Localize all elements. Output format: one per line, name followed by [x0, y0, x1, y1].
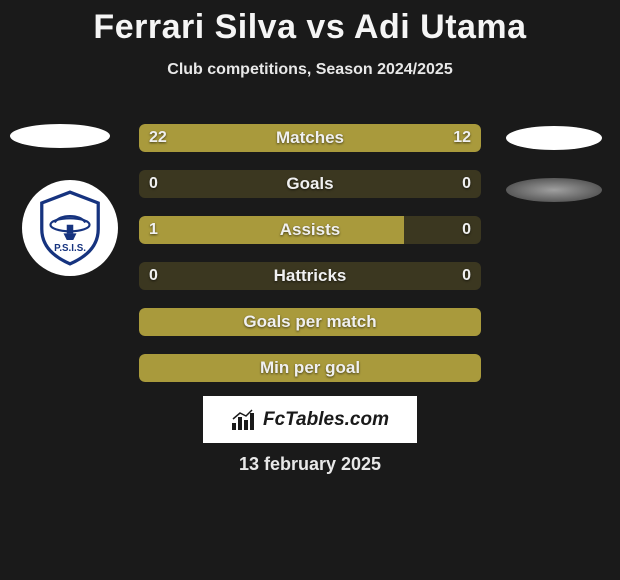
- fctables-logo-icon: [231, 409, 257, 431]
- stat-label: Goals per match: [139, 308, 481, 336]
- stat-label: Min per goal: [139, 354, 481, 382]
- fctables-watermark: FcTables.com: [203, 396, 417, 443]
- club-avatar-right-placeholder: [506, 178, 602, 202]
- stat-label: Goals: [139, 170, 481, 198]
- stats-container: 2212Matches 00Goals 10Assists 00Hattricks Go…: [139, 124, 481, 400]
- stat-row-hattricks: 00Hattricks: [139, 262, 481, 290]
- stat-row-goals: 00Goals: [139, 170, 481, 198]
- stat-row-assists: 10Assists: [139, 216, 481, 244]
- stat-label: Assists: [139, 216, 481, 244]
- player-avatar-right-placeholder: [506, 126, 602, 150]
- date-text: 13 february 2025: [0, 454, 620, 475]
- subtitle: Club competitions, Season 2024/2025: [0, 61, 620, 79]
- player-avatar-left-placeholder: [10, 124, 110, 148]
- stat-row-goals-per-match: Goals per match: [139, 308, 481, 336]
- svg-text:P.S.I.S.: P.S.I.S.: [54, 243, 86, 254]
- watermark-text: FcTables.com: [263, 409, 389, 431]
- psis-crest-icon: P.S.I.S.: [36, 190, 104, 266]
- stat-row-matches: 2212Matches: [139, 124, 481, 152]
- club-logo-left: P.S.I.S.: [22, 180, 118, 276]
- stat-row-min-per-goal: Min per goal: [139, 354, 481, 382]
- stat-label: Matches: [139, 124, 481, 152]
- stat-label: Hattricks: [139, 262, 481, 290]
- page-title: Ferrari Silva vs Adi Utama: [0, 0, 620, 47]
